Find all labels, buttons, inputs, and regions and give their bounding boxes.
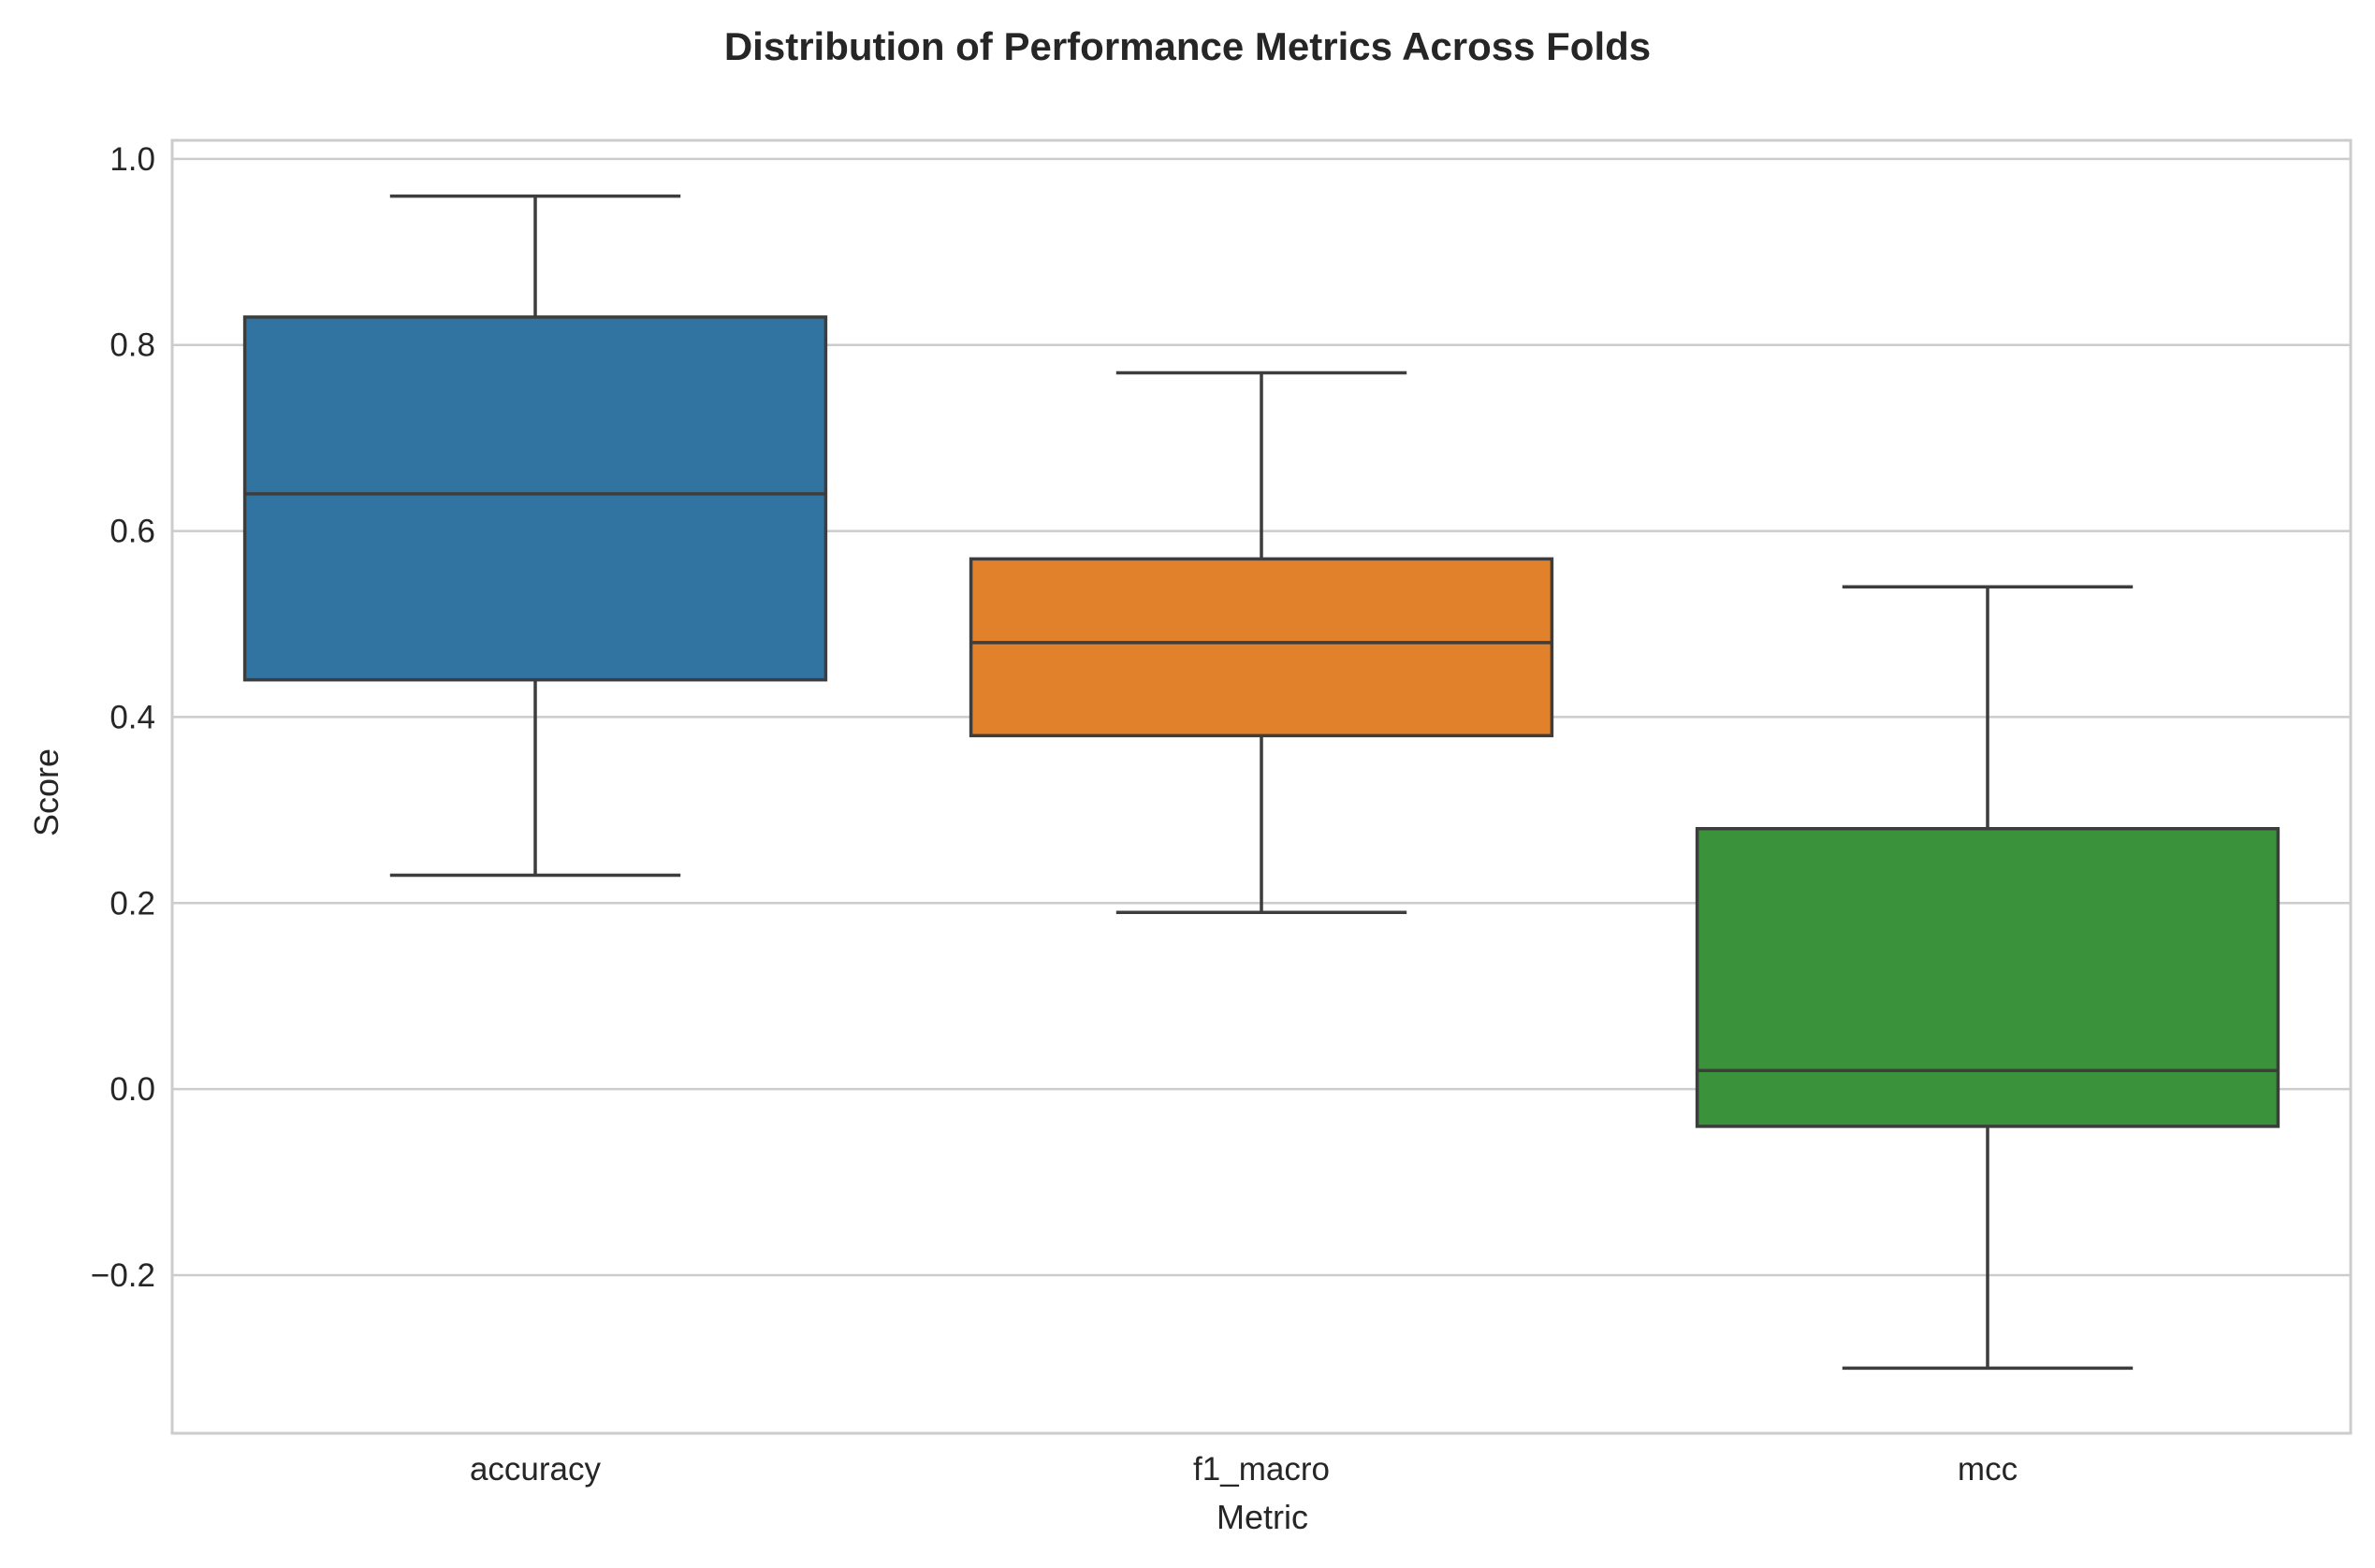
y-tick-label: 1.0 bbox=[109, 141, 155, 178]
y-tick-label: 0.0 bbox=[109, 1071, 155, 1108]
y-tick-label: 0.2 bbox=[109, 885, 155, 922]
box-accuracy bbox=[242, 194, 828, 878]
x-tick-label: accuracy bbox=[470, 1451, 602, 1488]
y-tick-label: 0.8 bbox=[109, 327, 155, 364]
boxes bbox=[242, 194, 2280, 1371]
y-tick-label: 0.4 bbox=[109, 699, 155, 735]
box-iqr bbox=[969, 557, 1554, 738]
y-tick-labels: −0.2 0.0 0.2 0.4 0.6 0.8 1.0 bbox=[91, 141, 155, 1294]
y-tick-label: 0.6 bbox=[109, 514, 155, 550]
box-iqr bbox=[242, 315, 828, 682]
plot-frame bbox=[170, 138, 2353, 1435]
x-tick-labels: accuracy f1_macro mcc bbox=[470, 1451, 2018, 1488]
x-tick-label: f1_macro bbox=[1193, 1451, 1330, 1488]
y-axis-label: Score bbox=[27, 748, 66, 836]
y-tick-label: −0.2 bbox=[91, 1257, 155, 1294]
box-mcc bbox=[1695, 585, 2280, 1371]
chart-title: Distribution of Performance Metrics Acro… bbox=[724, 24, 1651, 68]
x-axis-label: Metric bbox=[1217, 1498, 1308, 1536]
box-iqr bbox=[1695, 826, 2280, 1128]
box-f1-macro bbox=[969, 370, 1554, 914]
x-tick-label: mcc bbox=[1958, 1451, 2018, 1488]
